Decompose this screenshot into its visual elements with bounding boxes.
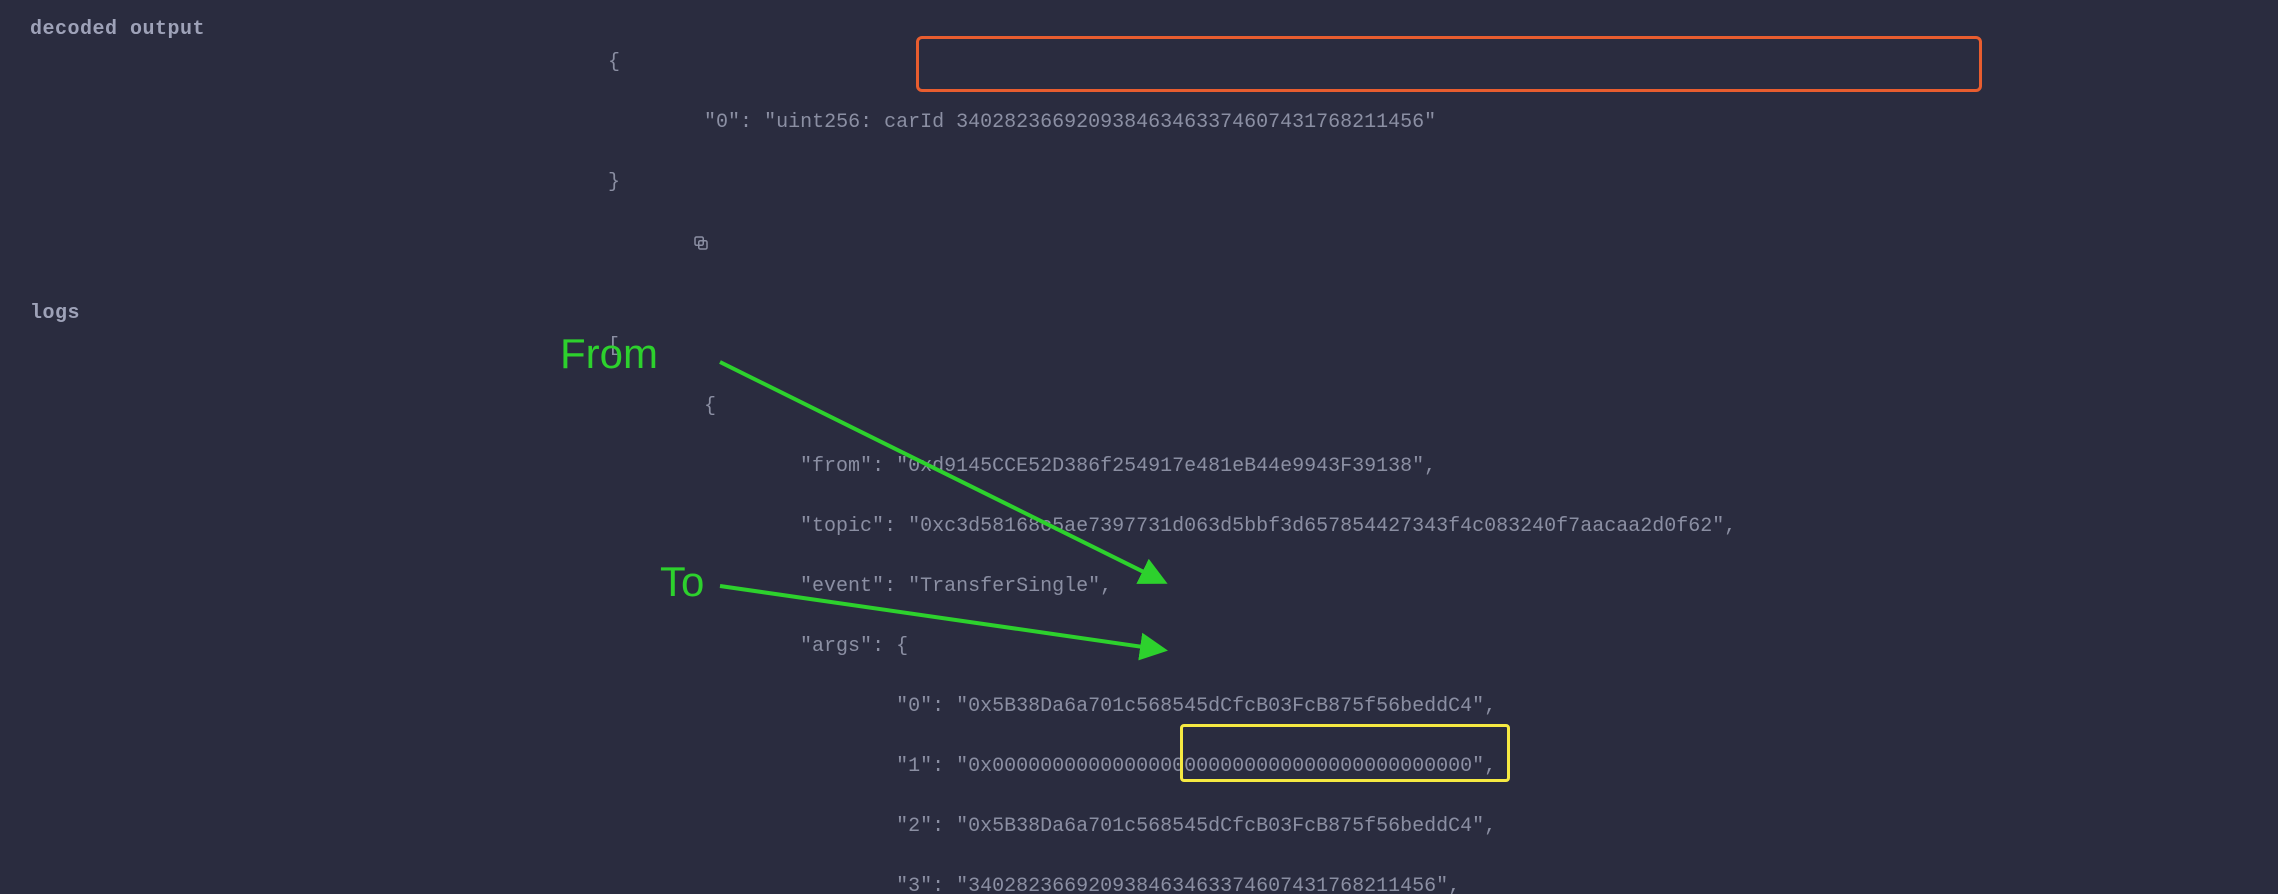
bracket-open: [ bbox=[608, 335, 620, 358]
log-event-value: "TransferSingle" bbox=[908, 575, 1100, 598]
log-topic-key: "topic" bbox=[800, 515, 884, 538]
arg-3-key: "3" bbox=[896, 875, 932, 894]
arg-0-value: "0x5B38Da6a701c568545dCfcB03FcB875f56bed… bbox=[956, 695, 1484, 718]
sep: : bbox=[740, 111, 764, 134]
decoded-output-row: decoded output { "0": "uint256: carId 34… bbox=[0, 0, 2278, 258]
copy-icon[interactable] bbox=[620, 203, 638, 221]
log-event-key: "event" bbox=[800, 575, 884, 598]
logs-label: logs bbox=[0, 302, 560, 325]
arg-2-key: "2" bbox=[896, 815, 932, 838]
logs-value: [ { "from": "0xd9145CCE52D386f254917e481… bbox=[560, 302, 2278, 894]
decoded-entry-value: "uint256: carId 340282366920938463463374… bbox=[764, 111, 1436, 134]
logs-row: logs [ { "from": "0xd9145CCE52D386f25491… bbox=[0, 258, 2278, 894]
decoded-output-label: decoded output bbox=[0, 18, 560, 41]
decoded-entry-key: "0" bbox=[704, 111, 740, 134]
log-from-key: "from" bbox=[800, 455, 872, 478]
decoded-output-value: { "0": "uint256: carId 34028236692093846… bbox=[560, 18, 2278, 258]
arg-2-value: "0x5B38Da6a701c568545dCfcB03FcB875f56bed… bbox=[956, 815, 1484, 838]
log-topic-value: "0xc3d58168c5ae7397731d063d5bbf3d6578544… bbox=[908, 515, 1724, 538]
log-from-value: "0xd9145CCE52D386f254917e481eB44e9943F39… bbox=[896, 455, 1424, 478]
brace-open: { bbox=[608, 51, 620, 74]
arg-1-key: "1" bbox=[896, 755, 932, 778]
brace-close: } bbox=[608, 171, 620, 194]
arg-0-key: "0" bbox=[896, 695, 932, 718]
arg-1-value: "0x0000000000000000000000000000000000000… bbox=[956, 755, 1484, 778]
obj-open: { bbox=[704, 395, 716, 418]
log-args-key: "args" bbox=[800, 635, 872, 658]
arg-3-value: "340282366920938463463374607431768211456… bbox=[956, 875, 1448, 894]
